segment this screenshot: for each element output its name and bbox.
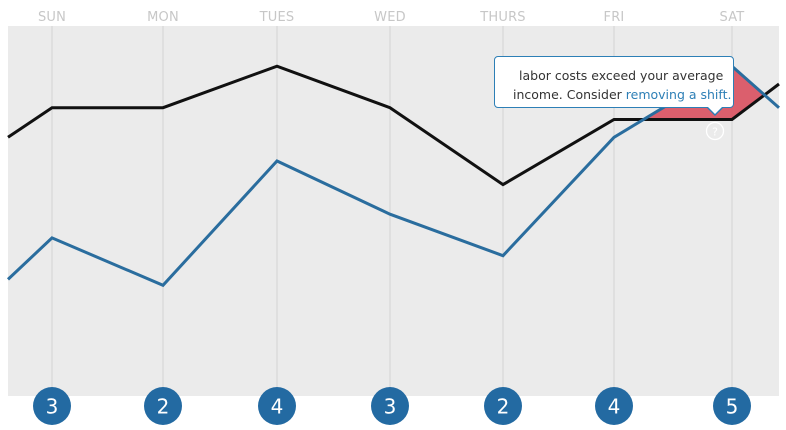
tooltip-line-1: labor costs exceed your average bbox=[519, 68, 724, 83]
gridlines bbox=[51, 26, 733, 396]
count-badge-circle bbox=[713, 387, 751, 425]
count-badge-sat: 5 bbox=[713, 387, 751, 425]
count-badge-value: 4 bbox=[271, 395, 284, 419]
count-badge-value: 5 bbox=[726, 395, 739, 419]
count-badge-circle bbox=[484, 387, 522, 425]
warning-tooltip: labor costs exceed your average income. … bbox=[494, 56, 734, 108]
count-badge-mon: 2 bbox=[144, 387, 182, 425]
day-labels: SUN MON TUES WED THURS FRI SAT bbox=[38, 10, 745, 25]
count-badge-value: 3 bbox=[384, 395, 397, 419]
count-badge-wed: 3 bbox=[371, 387, 409, 425]
question-icon-ring bbox=[705, 121, 725, 141]
count-badge-value: 2 bbox=[497, 395, 510, 419]
day-label-tues: TUES bbox=[259, 10, 295, 25]
count-badge-circle bbox=[595, 387, 633, 425]
day-label-fri: FRI bbox=[604, 10, 625, 25]
count-badges: 3 2 4 3 2 4 5 bbox=[33, 387, 751, 425]
day-label-wed: WED bbox=[374, 10, 406, 25]
count-badge-thurs: 2 bbox=[484, 387, 522, 425]
count-badge-circle bbox=[371, 387, 409, 425]
day-label-sat: SAT bbox=[720, 10, 745, 25]
count-badge-value: 3 bbox=[46, 395, 59, 419]
tooltip-line-2: income. Consider bbox=[513, 87, 626, 102]
day-label-mon: MON bbox=[147, 10, 179, 25]
day-label-sun: SUN bbox=[38, 10, 66, 25]
question-icon-glyph: ? bbox=[712, 126, 718, 139]
day-label-thurs: THURS bbox=[479, 10, 526, 25]
count-badge-circle bbox=[144, 387, 182, 425]
count-badge-value: 4 bbox=[608, 395, 621, 419]
tooltip-arrow-fill bbox=[707, 106, 723, 114]
series-line-black bbox=[7, 64, 780, 187]
count-badge-value: 2 bbox=[157, 395, 170, 419]
count-badge-tues: 4 bbox=[258, 387, 296, 425]
count-badge-sun: 3 bbox=[33, 387, 71, 425]
remove-shift-link[interactable]: removing a shift. bbox=[625, 87, 732, 102]
count-badge-circle bbox=[33, 387, 71, 425]
count-badge-fri: 4 bbox=[595, 387, 633, 425]
question-icon[interactable]: ? bbox=[705, 121, 725, 141]
count-badge-circle bbox=[258, 387, 296, 425]
